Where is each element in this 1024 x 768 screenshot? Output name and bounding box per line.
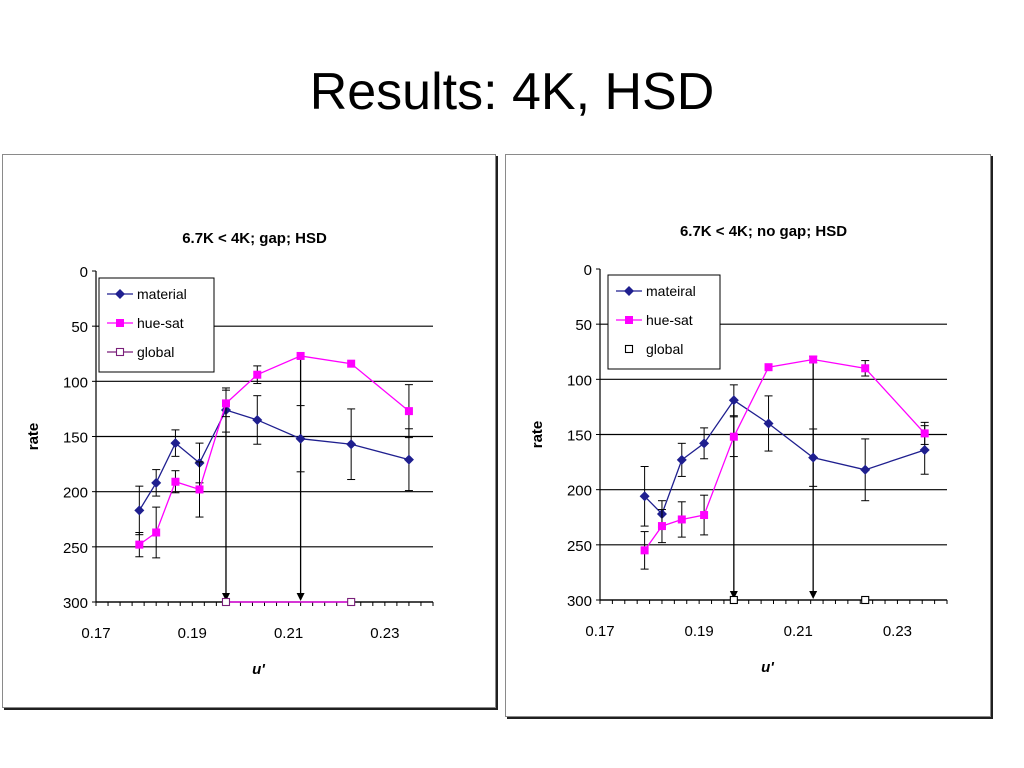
- data-point-2: [861, 595, 870, 605]
- y-axis-label: rate: [25, 423, 42, 451]
- data-point-1: [195, 485, 204, 494]
- x-tick-label: 0.17: [81, 625, 110, 642]
- data-point-1: [729, 432, 738, 441]
- y-tick-label: 100: [63, 374, 88, 391]
- data-point-1: [677, 515, 686, 524]
- data-point-1: [152, 528, 161, 537]
- x-tick-label: 0.21: [274, 625, 303, 642]
- y-tick-label: 300: [63, 595, 88, 612]
- chart-panel-left: 6.7K < 4K; gap; HSD 0 50 100 150 200 250 300 0.1…: [2, 154, 496, 708]
- data-point-0: [728, 395, 739, 406]
- y-tick-label: 250: [63, 540, 88, 557]
- data-point-1: [135, 540, 144, 549]
- x-tick-label: 0.21: [784, 623, 813, 640]
- data-point-0: [699, 438, 710, 449]
- x-tick-label: 0.23: [883, 623, 912, 640]
- x-tick-label: 0.19: [178, 625, 207, 642]
- data-point-0: [134, 505, 145, 516]
- data-point-2: [347, 597, 356, 607]
- data-point-0: [252, 414, 263, 425]
- data-point-1: [253, 370, 262, 379]
- x-tick-label: 0.23: [370, 625, 399, 642]
- y-tick-label: 0: [80, 264, 88, 281]
- legend-label: mateiral: [646, 283, 696, 299]
- slide-title: Results: 4K, HSD: [309, 63, 715, 121]
- data-point-1: [700, 511, 709, 520]
- data-point-1: [296, 351, 305, 360]
- chart-title: 6.7K < 4K; gap; HSD: [182, 230, 327, 247]
- legend-marker: [625, 316, 633, 324]
- data-point-0: [295, 433, 306, 444]
- chart-title: 6.7K < 4K; no gap; HSD: [680, 223, 847, 240]
- y-tick-label: 300: [567, 593, 592, 610]
- y-tick-label: 150: [63, 430, 88, 447]
- data-point-0: [151, 477, 162, 488]
- legend-marker: [624, 344, 634, 354]
- legend-label: hue-sat: [646, 312, 693, 328]
- data-point-0: [808, 452, 819, 463]
- data-point-1: [657, 522, 666, 531]
- series-line-1: [138, 355, 410, 546]
- y-axis-label: rate: [529, 421, 546, 449]
- data-point-0: [919, 444, 930, 455]
- y-tick-label: 250: [567, 538, 592, 555]
- data-point-2: [221, 597, 231, 607]
- legend-marker: [115, 347, 125, 357]
- data-point-2: [729, 595, 738, 605]
- data-point-0: [170, 438, 181, 449]
- x-axis-label: u': [761, 659, 774, 676]
- series-line-1: [644, 358, 926, 551]
- data-point-0: [763, 418, 774, 429]
- arrow-head: [296, 593, 305, 601]
- chart-no-gap: 6.7K < 4K; no gap; HSD 0 50 100 150 200 250 300…: [529, 223, 948, 676]
- y-tick-label: 50: [575, 317, 592, 334]
- data-point-1: [404, 407, 413, 416]
- data-point-1: [171, 477, 180, 486]
- legend-marker: [624, 286, 634, 296]
- data-point-1: [764, 363, 773, 372]
- legend-label: global: [646, 341, 683, 357]
- data-point-1: [347, 359, 356, 368]
- chart-panel-right: 6.7K < 4K; no gap; HSD 0 50 100 150 200 250 300…: [505, 154, 991, 717]
- legend-marker: [116, 319, 124, 327]
- data-point-1: [640, 546, 649, 555]
- y-tick-label: 0: [584, 262, 592, 279]
- data-point-1: [861, 364, 870, 373]
- arrow-head: [729, 591, 738, 599]
- data-point-0: [676, 454, 687, 465]
- y-tick-label: 200: [567, 483, 592, 500]
- data-point-0: [639, 491, 650, 502]
- chart-gap: 6.7K < 4K; gap; HSD 0 50 100 150 200 250 300 0.1…: [25, 230, 434, 678]
- legend-label: hue-sat: [137, 315, 184, 331]
- x-tick-label: 0.17: [585, 623, 614, 640]
- arrow-head: [221, 593, 230, 601]
- series-line-0: [644, 399, 925, 516]
- data-point-1: [809, 355, 818, 364]
- data-point-1: [920, 429, 929, 438]
- series-line-0: [138, 409, 410, 511]
- legend-label: global: [137, 344, 174, 360]
- y-tick-label: 100: [567, 372, 592, 389]
- data-point-0: [346, 439, 357, 450]
- data-point-0: [403, 454, 414, 465]
- data-point-0: [860, 464, 871, 475]
- legend-marker: [115, 289, 125, 299]
- x-tick-label: 0.19: [685, 623, 714, 640]
- data-point-1: [221, 399, 230, 408]
- y-tick-label: 50: [71, 319, 88, 336]
- y-tick-label: 150: [567, 428, 592, 445]
- legend-label: material: [137, 286, 187, 302]
- y-tick-label: 200: [63, 485, 88, 502]
- x-axis-label: u': [252, 661, 265, 678]
- arrow-head: [809, 591, 818, 599]
